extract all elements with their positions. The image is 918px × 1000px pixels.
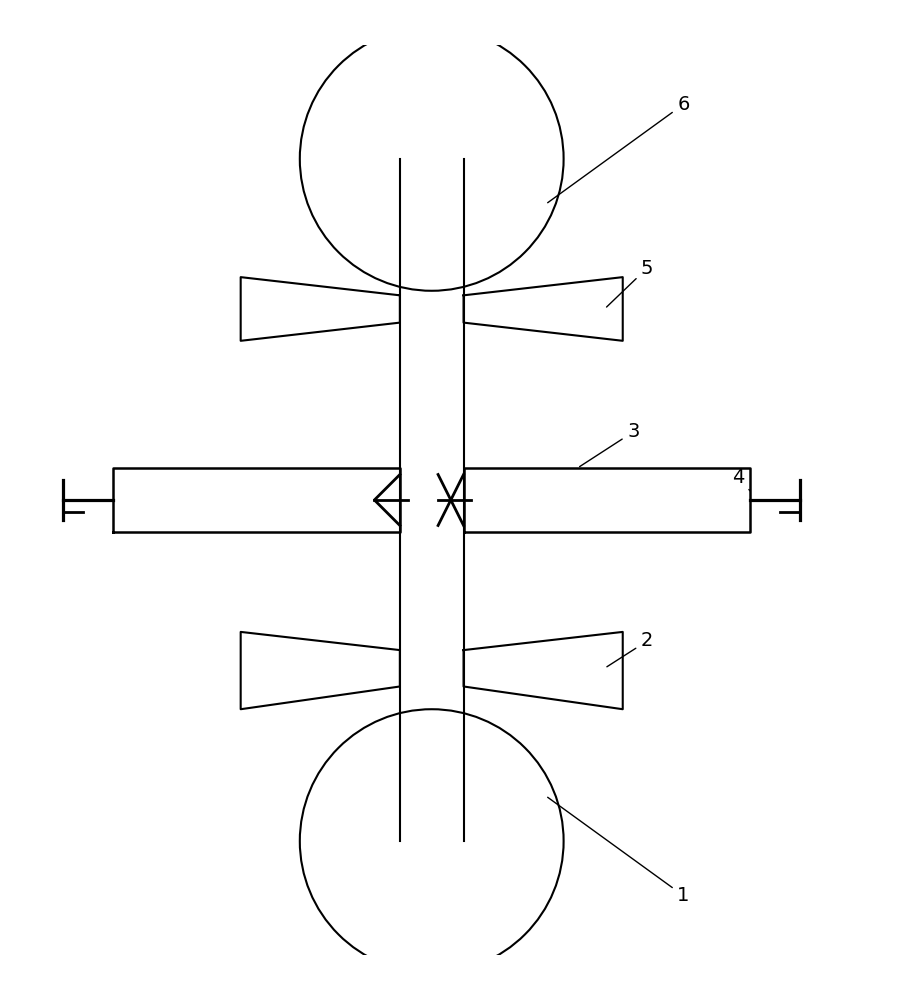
Text: 4: 4 <box>732 468 750 491</box>
Text: 5: 5 <box>607 259 654 307</box>
Text: 1: 1 <box>548 797 689 905</box>
Text: 3: 3 <box>579 422 640 467</box>
Text: 2: 2 <box>607 631 654 667</box>
Text: 6: 6 <box>548 95 689 203</box>
